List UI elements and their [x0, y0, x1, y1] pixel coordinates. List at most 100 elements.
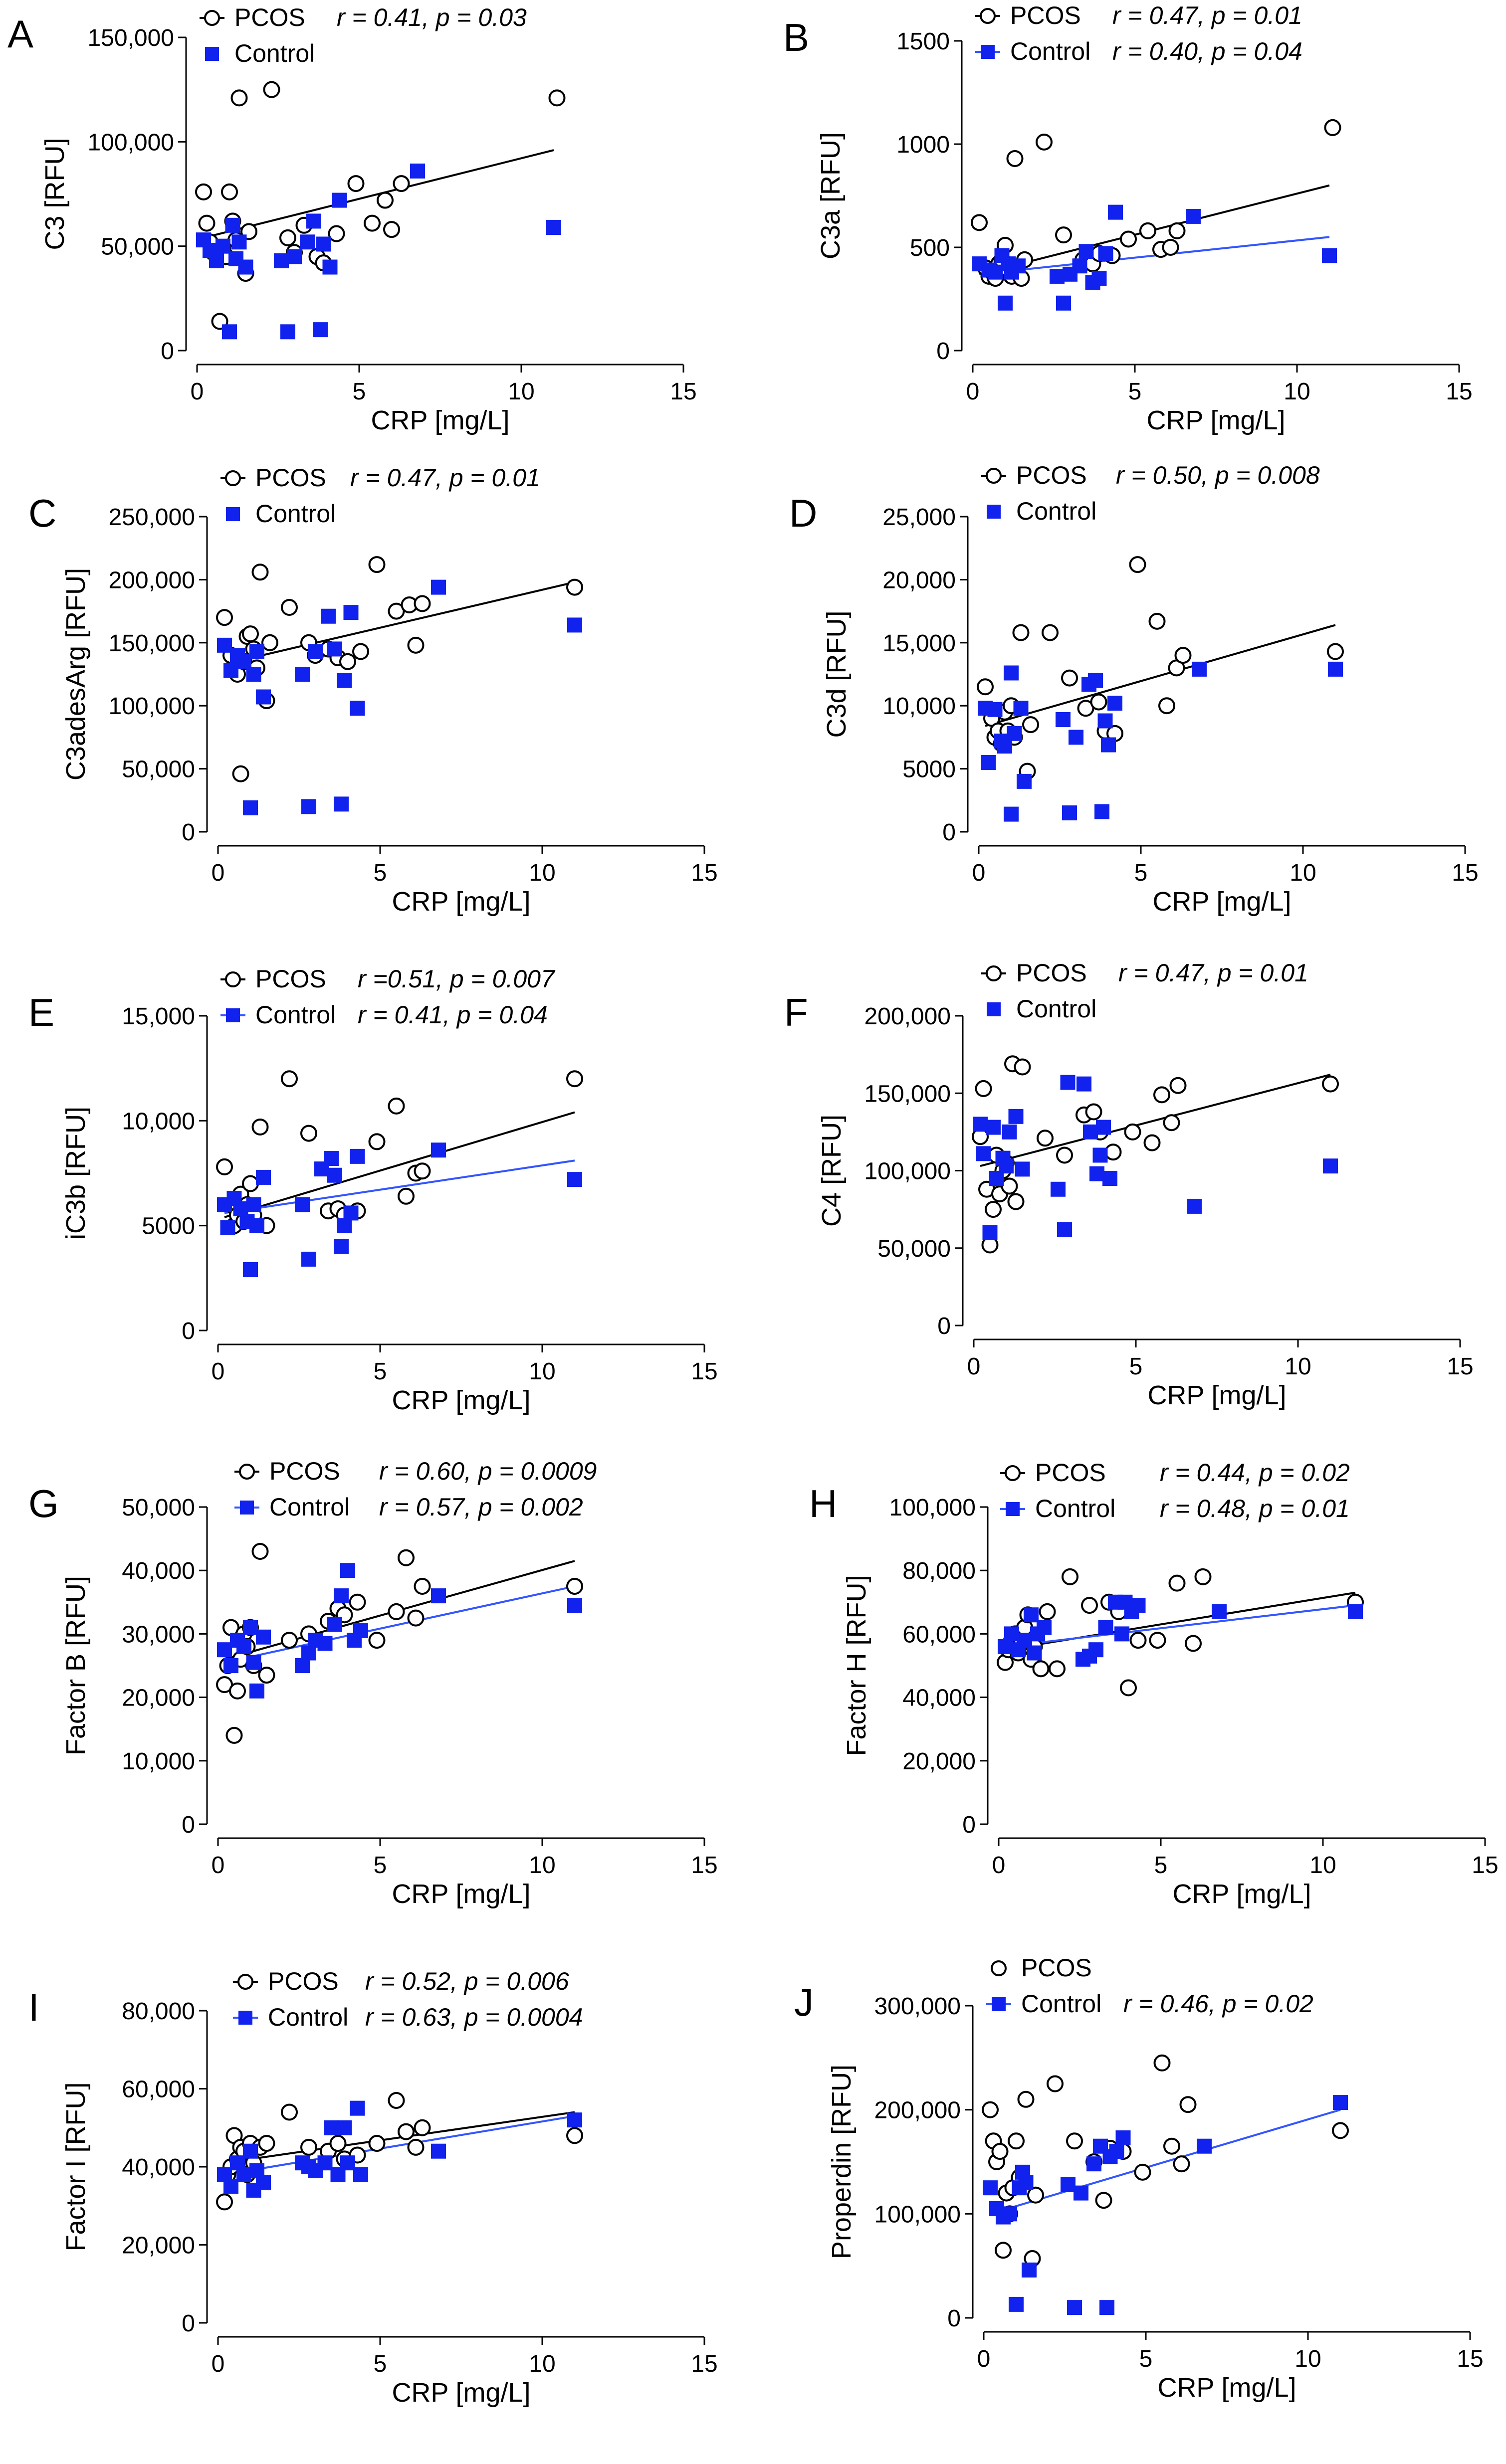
data-point-control	[1060, 1075, 1076, 1090]
data-point-control	[410, 163, 425, 179]
data-point-pcos	[1036, 133, 1053, 151]
data-point-control	[238, 259, 253, 275]
data-point-pcos	[347, 175, 365, 192]
y-tick-label: 50,000	[877, 1236, 951, 1262]
data-point-pcos	[1179, 2096, 1197, 2113]
data-point-pcos	[1032, 1660, 1050, 1678]
y-tick-label: 40,000	[902, 1685, 976, 1711]
data-point-control	[1011, 258, 1026, 274]
data-point-control	[236, 2167, 251, 2182]
data-point-pcos	[1194, 1568, 1212, 1585]
legend-marker-control	[240, 1501, 254, 1515]
x-tick-label: 10	[508, 379, 534, 405]
panel-a: A 0 50,000 100,000 150,000 0 5 10 15 CRP [mg/L] C3…	[7, 3, 697, 435]
x-tick-label: 0	[212, 1358, 225, 1385]
legend-marker-control	[981, 45, 995, 59]
data-point-control	[1056, 295, 1071, 311]
data-point-pcos	[225, 1726, 243, 1744]
y-tick-label: 1000	[896, 132, 950, 158]
data-point-pcos	[352, 643, 369, 660]
panel-letter: B	[783, 15, 809, 59]
data-point-control	[998, 1639, 1013, 1654]
data-point-control	[1099, 2300, 1114, 2315]
data-point-pcos	[1332, 2122, 1349, 2139]
data-point-control	[1187, 1198, 1202, 1214]
legend: PCOS r = 0.50, p = 0.008 Control	[981, 461, 1320, 525]
panel-b: B 0 500 1000 1500 0 5 10 15 CRP [mg/L] C3a [RFU] PC…	[783, 1, 1473, 435]
data-point-pcos	[393, 175, 410, 192]
y-axis-label: C4 [RFU]	[817, 1115, 847, 1227]
data-point-pcos	[388, 2091, 405, 2109]
x-tick-label: 15	[691, 1358, 717, 1385]
y-tick-label: 100,000	[108, 693, 195, 720]
data-point-pcos	[216, 1158, 233, 1175]
data-point-control	[256, 1169, 271, 1185]
panel-letter: F	[784, 990, 808, 1034]
data-point-pcos	[349, 1593, 366, 1611]
x-tick-label: 0	[212, 2351, 225, 2377]
data-point-control	[313, 322, 328, 338]
data-point-control	[243, 800, 258, 815]
legend-label: Control	[1021, 1990, 1101, 2018]
data-point-control	[295, 667, 310, 682]
data-point-control	[1022, 2263, 1037, 2278]
data-point-pcos	[368, 2135, 386, 2152]
y-tick-label: 150,000	[864, 1081, 951, 1107]
data-point-pcos	[1162, 239, 1179, 256]
panel-letter: J	[794, 1980, 814, 2024]
data-point-pcos	[1061, 669, 1078, 687]
data-point-control	[1004, 806, 1019, 822]
data-point-control	[334, 1588, 349, 1604]
data-point-pcos	[258, 1667, 275, 1684]
data-point-pcos	[261, 634, 278, 651]
data-point-control	[1072, 258, 1087, 274]
data-point-control	[431, 2143, 446, 2159]
legend-label: PCOS	[268, 1967, 339, 1995]
data-point-control	[222, 324, 237, 340]
data-point-control	[295, 1658, 310, 1673]
data-point-pcos	[377, 191, 394, 209]
legend-label: Control	[269, 1493, 350, 1521]
data-point-pcos	[982, 2101, 999, 2118]
legend: PCOS r = 0.44, p = 0.02 Control r = 0.48, p…	[1000, 1459, 1350, 1522]
data-point-control	[1027, 1645, 1042, 1661]
fit-line-control	[990, 2108, 1341, 2215]
data-point-control	[1114, 1626, 1129, 1642]
data-point-pcos	[1139, 222, 1156, 239]
x-tick-label: 5	[1154, 1852, 1168, 1879]
data-point-control	[982, 1225, 998, 1240]
panel-letter: G	[28, 1482, 59, 1525]
data-point-control	[353, 1623, 368, 1639]
data-point-control	[350, 2100, 365, 2116]
data-point-control	[999, 1158, 1014, 1174]
data-point-pcos	[995, 2242, 1012, 2259]
legend-label: PCOS	[234, 3, 305, 31]
legend: PCOS r = 0.47, p = 0.01 Control	[220, 464, 540, 528]
data-point-pcos	[975, 1080, 992, 1097]
legend-stat: r = 0.60, p = 0.0009	[379, 1457, 597, 1485]
legend: PCOS r = 0.47, p = 0.01 Control	[981, 959, 1308, 1023]
data-point-control	[343, 1205, 359, 1221]
legend-stat: r = 0.48, p = 0.01	[1160, 1495, 1350, 1522]
y-tick-label: 20,000	[902, 1748, 976, 1775]
data-point-control	[1197, 2138, 1212, 2154]
data-point-pcos	[407, 2138, 425, 2156]
data-point-control	[567, 617, 582, 633]
x-tick-label: 10	[529, 1358, 555, 1385]
data-point-pcos	[383, 221, 400, 238]
data-point-control	[1086, 2156, 1101, 2172]
legend-marker-pcos	[225, 470, 241, 486]
panel-d: D 0 5000 10,000 15,000 20,000 25,000 0 5 10 15 CRP …	[789, 461, 1479, 917]
y-tick-label: 100,000	[87, 129, 174, 156]
fit-line-control	[1005, 1604, 1356, 1648]
legend-label: PCOS	[255, 965, 326, 993]
x-tick-label: 5	[1139, 2346, 1153, 2372]
legend-marker-control	[238, 2011, 252, 2025]
y-tick-label: 50,000	[122, 1495, 195, 1521]
data-point-control	[233, 1201, 248, 1217]
y-tick-label: 0	[962, 1812, 976, 1838]
legend-marker-control	[987, 505, 1001, 519]
fit-line-control	[979, 236, 1330, 275]
data-point-pcos	[985, 1201, 1002, 1218]
fit-line-control	[224, 1585, 575, 1664]
